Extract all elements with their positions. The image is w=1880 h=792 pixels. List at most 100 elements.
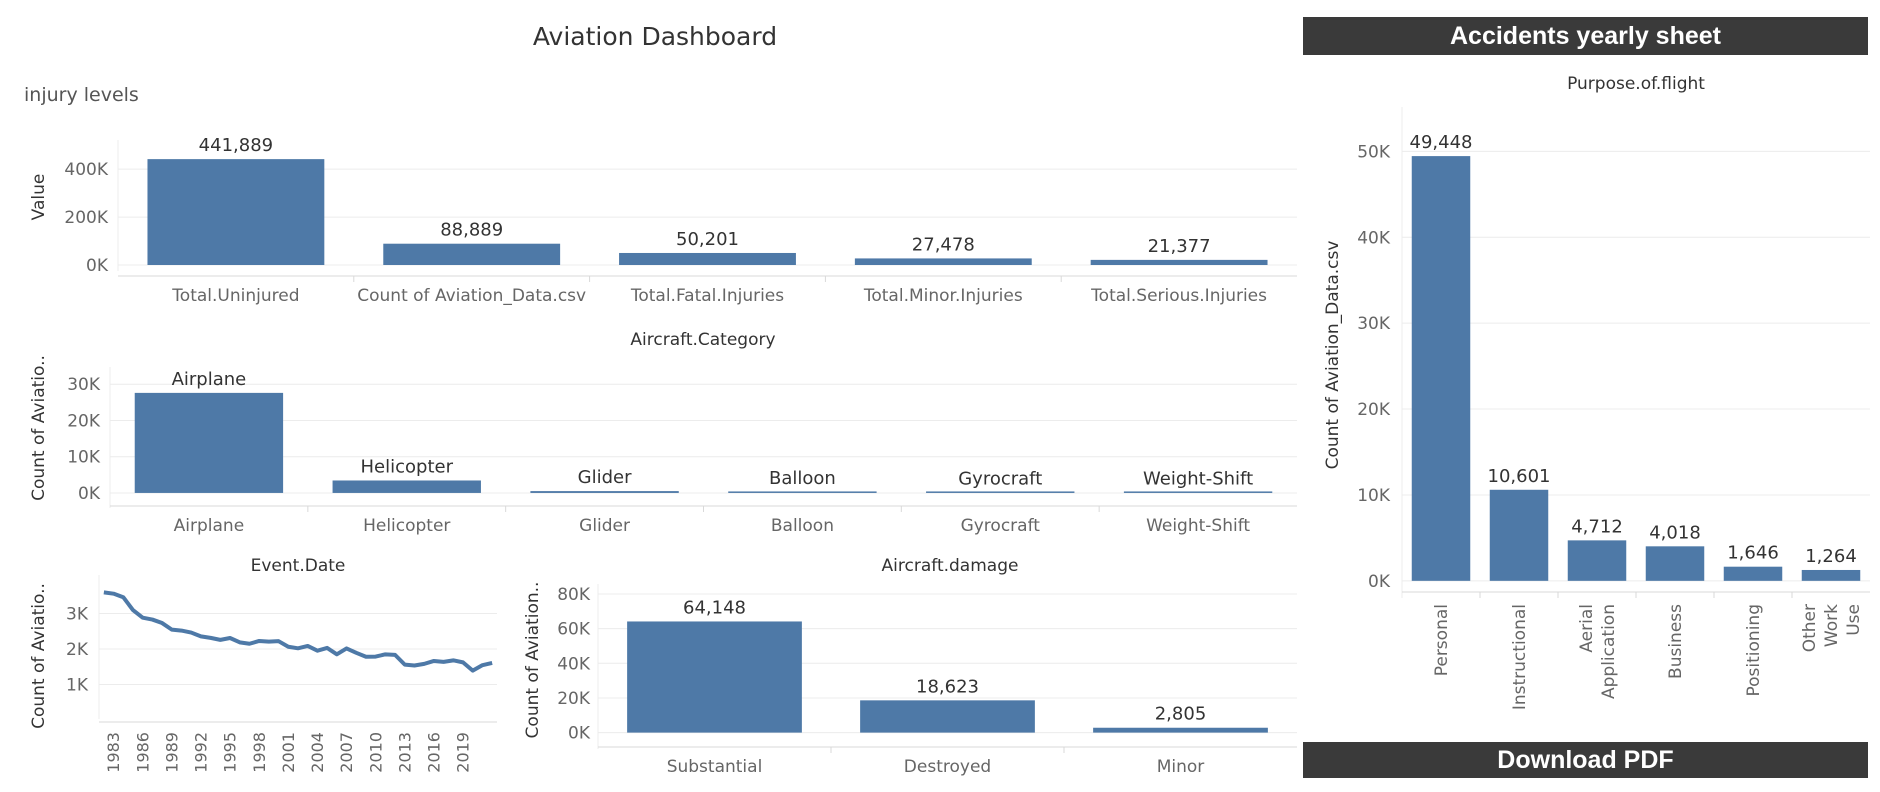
x-tick-label: 1983 [104,732,123,773]
bar-weight-shift [1123,491,1273,493]
data-label: 64,148 [683,597,746,618]
bar-total-uninjured [147,159,325,265]
bar-instructional [1489,489,1549,581]
x-tick-label: Instructional [1510,604,1530,710]
data-label: 50,201 [676,229,739,250]
y-tick-label: 50K [1357,142,1391,162]
y-tick-label: 400K [64,160,108,180]
bar-destroyed [860,700,1035,733]
y-tick-label: 40K [1357,228,1391,248]
x-tick-label: Aerial [1577,604,1597,653]
data-label: Airplane [172,369,247,390]
x-tick-label: 1998 [250,732,269,773]
chart-title: Purpose.of.flight [1567,74,1705,94]
data-label: 4,018 [1649,522,1701,543]
x-tick-label: Use [1844,604,1864,636]
y-tick-label: 20K [67,411,101,431]
data-label: 4,712 [1571,516,1623,537]
data-label: 49,448 [1410,132,1473,153]
y-tick-label: 20K [557,689,591,709]
data-label: 1,264 [1805,546,1857,567]
x-tick-label: Business [1666,604,1686,679]
y-tick-label: 0K [568,724,591,744]
data-label: 1,646 [1727,543,1779,564]
data-label: Weight-Shift [1143,468,1253,489]
x-tick-label: 2004 [308,732,327,773]
injury-levels-subtitle: injury levels [24,84,139,106]
x-tick-label: 2013 [395,732,414,773]
x-tick-label: Work [1822,604,1842,647]
x-tick-label: Balloon [771,516,834,536]
x-tick-label: Minor [1157,757,1205,777]
x-tick-label: Total.Minor.Injuries [863,286,1023,306]
y-axis-title: Count of Aviatio.. [29,583,49,729]
x-tick-label: Glider [579,516,630,536]
y-tick-label: 20K [1357,400,1391,420]
bar-business [1645,546,1705,581]
y-axis-title: Count of Aviation.. [523,582,543,739]
data-label: 27,478 [912,234,975,255]
y-tick-label: 0K [78,484,101,504]
x-tick-label: Positioning [1744,604,1764,696]
y-tick-label: 1K [66,676,89,696]
x-tick-label: 1995 [221,732,240,773]
y-tick-label: 10K [1357,486,1391,506]
x-tick-label: Total.Serious.Injuries [1090,286,1267,306]
y-axis-title: Value [29,174,49,221]
data-label: 10,601 [1488,466,1551,487]
y-tick-label: 60K [557,620,591,640]
bar-count-of-aviation-data-csv [383,243,561,265]
bar-balloon [728,491,877,493]
data-label: Helicopter [361,456,454,477]
data-label: 88,889 [440,220,503,241]
y-tick-label: 0K [86,256,109,276]
dashboard-title: Aviation Dashboard [532,22,778,51]
y-tick-label: 80K [557,585,591,605]
chart-title: Event.Date [251,556,346,576]
x-tick-label: 1989 [162,732,181,773]
y-tick-label: 200K [64,208,108,228]
x-tick-label: Airplane [174,516,245,536]
x-tick-label: 1992 [192,732,211,773]
y-axis-title: Count of Aviatio.. [29,355,49,501]
x-tick-label: Count of Aviation_Data.csv [357,286,586,306]
x-tick-label: Destroyed [904,757,991,777]
y-tick-label: 2K [66,640,89,660]
x-tick-label: 2001 [279,732,298,773]
download-pdf-button[interactable]: Download PDF [1303,742,1868,778]
x-tick-label: Gyrocraft [961,516,1041,536]
y-tick-label: 10K [67,448,101,468]
x-tick-label: Personal [1432,604,1452,676]
x-tick-label: 2019 [454,732,473,773]
x-tick-label: 2007 [337,732,356,773]
bar-total-minor-injuries [854,258,1032,265]
bar-total-fatal-injuries [619,252,796,265]
bar-glider [530,491,679,493]
x-tick-label: Substantial [667,757,763,777]
bar-airplane [134,392,284,493]
bar-other-work-use [1801,569,1861,581]
data-label: 441,889 [199,135,273,156]
data-label: 18,623 [916,676,979,697]
x-tick-label: Application [1599,604,1619,699]
data-label: Gyrocraft [958,468,1042,489]
data-label: 2,805 [1155,704,1207,725]
x-tick-label: Total.Uninjured [171,286,299,306]
bar-personal [1411,156,1471,581]
data-label: Balloon [769,468,836,489]
accidents-yearly-sheet-header: Accidents yearly sheet [1303,17,1868,55]
bar-helicopter [332,480,481,493]
x-tick-label: 2010 [366,732,385,773]
x-tick-label: Weight-Shift [1146,516,1250,536]
x-tick-label: Total.Fatal.Injuries [630,286,784,306]
y-tick-label: 3K [66,604,89,624]
x-tick-label: 2016 [425,732,444,773]
data-label: 21,377 [1148,236,1211,257]
bar-minor [1093,727,1268,733]
x-tick-label: 1986 [133,732,152,773]
